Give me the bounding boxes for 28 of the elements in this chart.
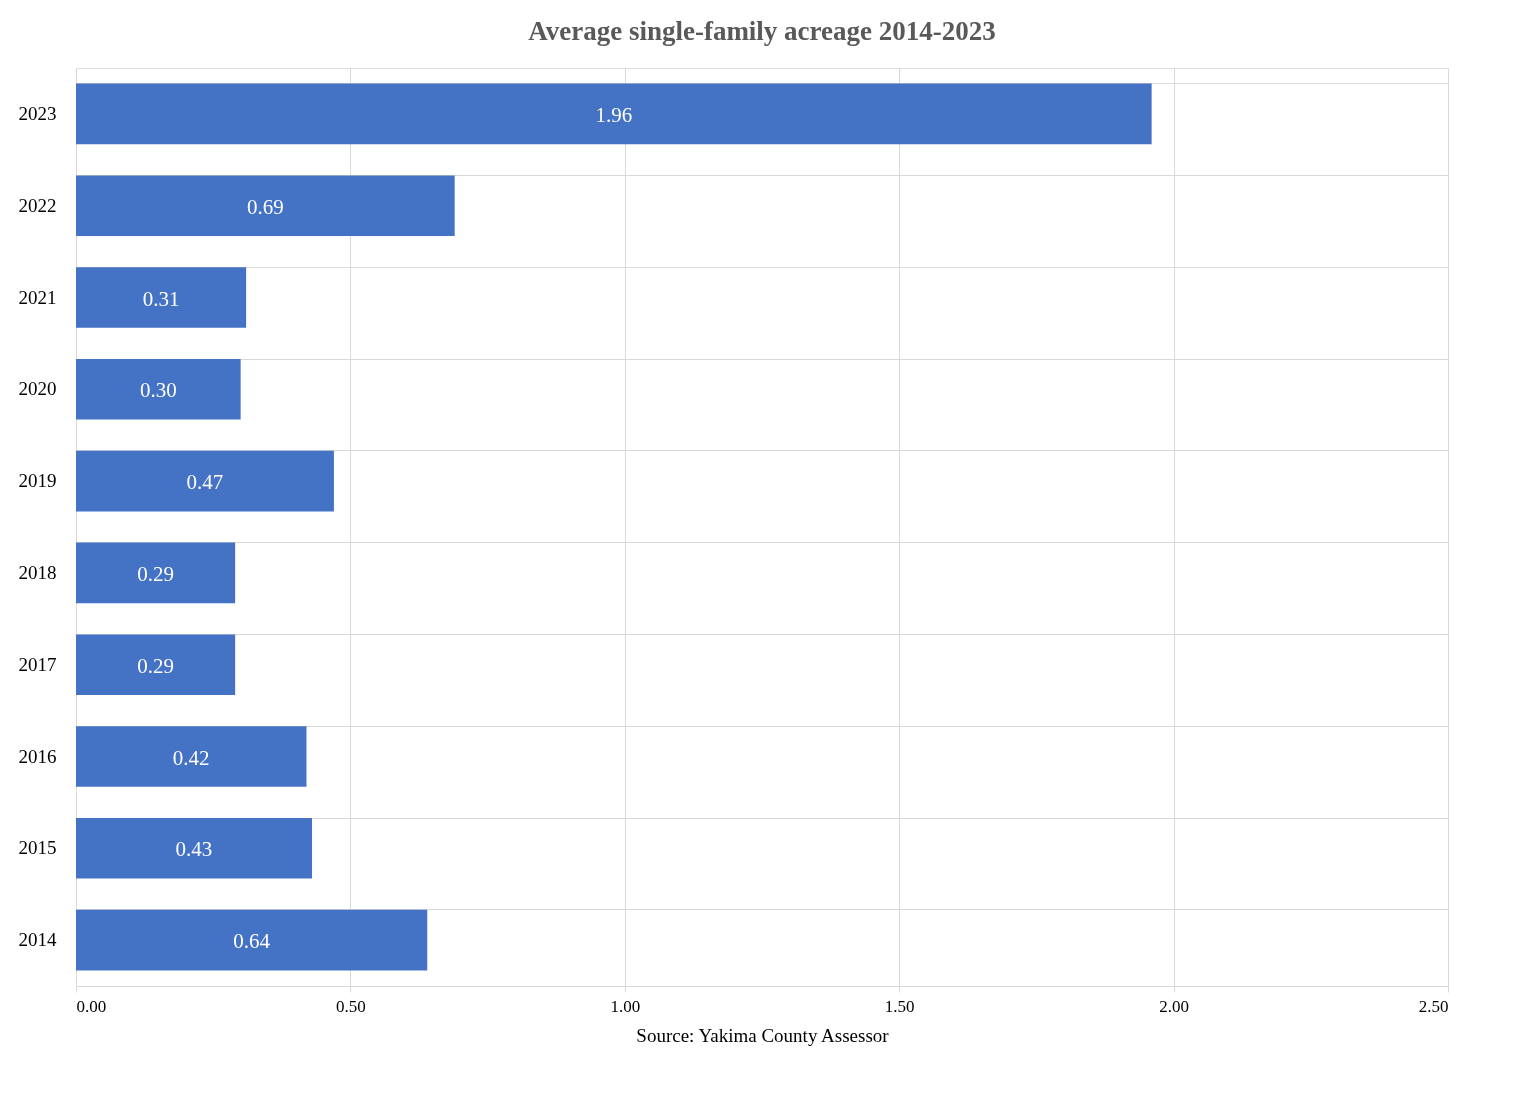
y-tick-label: 2016 [18,745,57,767]
y-tick-label: 2014 [18,929,57,951]
y-tick-label: 2019 [18,470,57,492]
chart-title: Average single-family acreage 2014-2023 [528,16,996,46]
x-tick-label: 1.00 [610,996,641,1016]
y-tick-label: 2018 [18,561,57,583]
x-tick-label: 2.50 [1418,996,1449,1016]
x-tick-label: 0.00 [76,996,107,1016]
data-label: 0.69 [246,194,284,219]
data-label: 0.43 [175,837,213,862]
y-tick-label: 2023 [18,102,57,124]
data-label: 0.30 [139,378,177,403]
x-tick-label: 2.00 [1159,996,1189,1016]
source-note: Source: Yakima County Assessor [636,1024,890,1046]
data-label: 0.29 [137,653,174,678]
data-label: 1.96 [595,102,633,127]
x-tick-label: 1.50 [884,996,915,1016]
y-tick-label: 2021 [18,286,57,308]
data-label: 0.64 [233,929,271,954]
y-tick-label: 2022 [18,194,57,216]
data-label: 0.31 [142,286,180,311]
data-label: 0.42 [172,745,210,770]
x-tick-label: 0.50 [336,996,366,1016]
y-tick-label: 2020 [18,378,57,400]
y-tick-label: 2015 [18,837,57,859]
y-tick-label: 2017 [18,653,57,675]
data-label: 0.47 [186,470,224,495]
data-label: 0.29 [137,561,174,586]
